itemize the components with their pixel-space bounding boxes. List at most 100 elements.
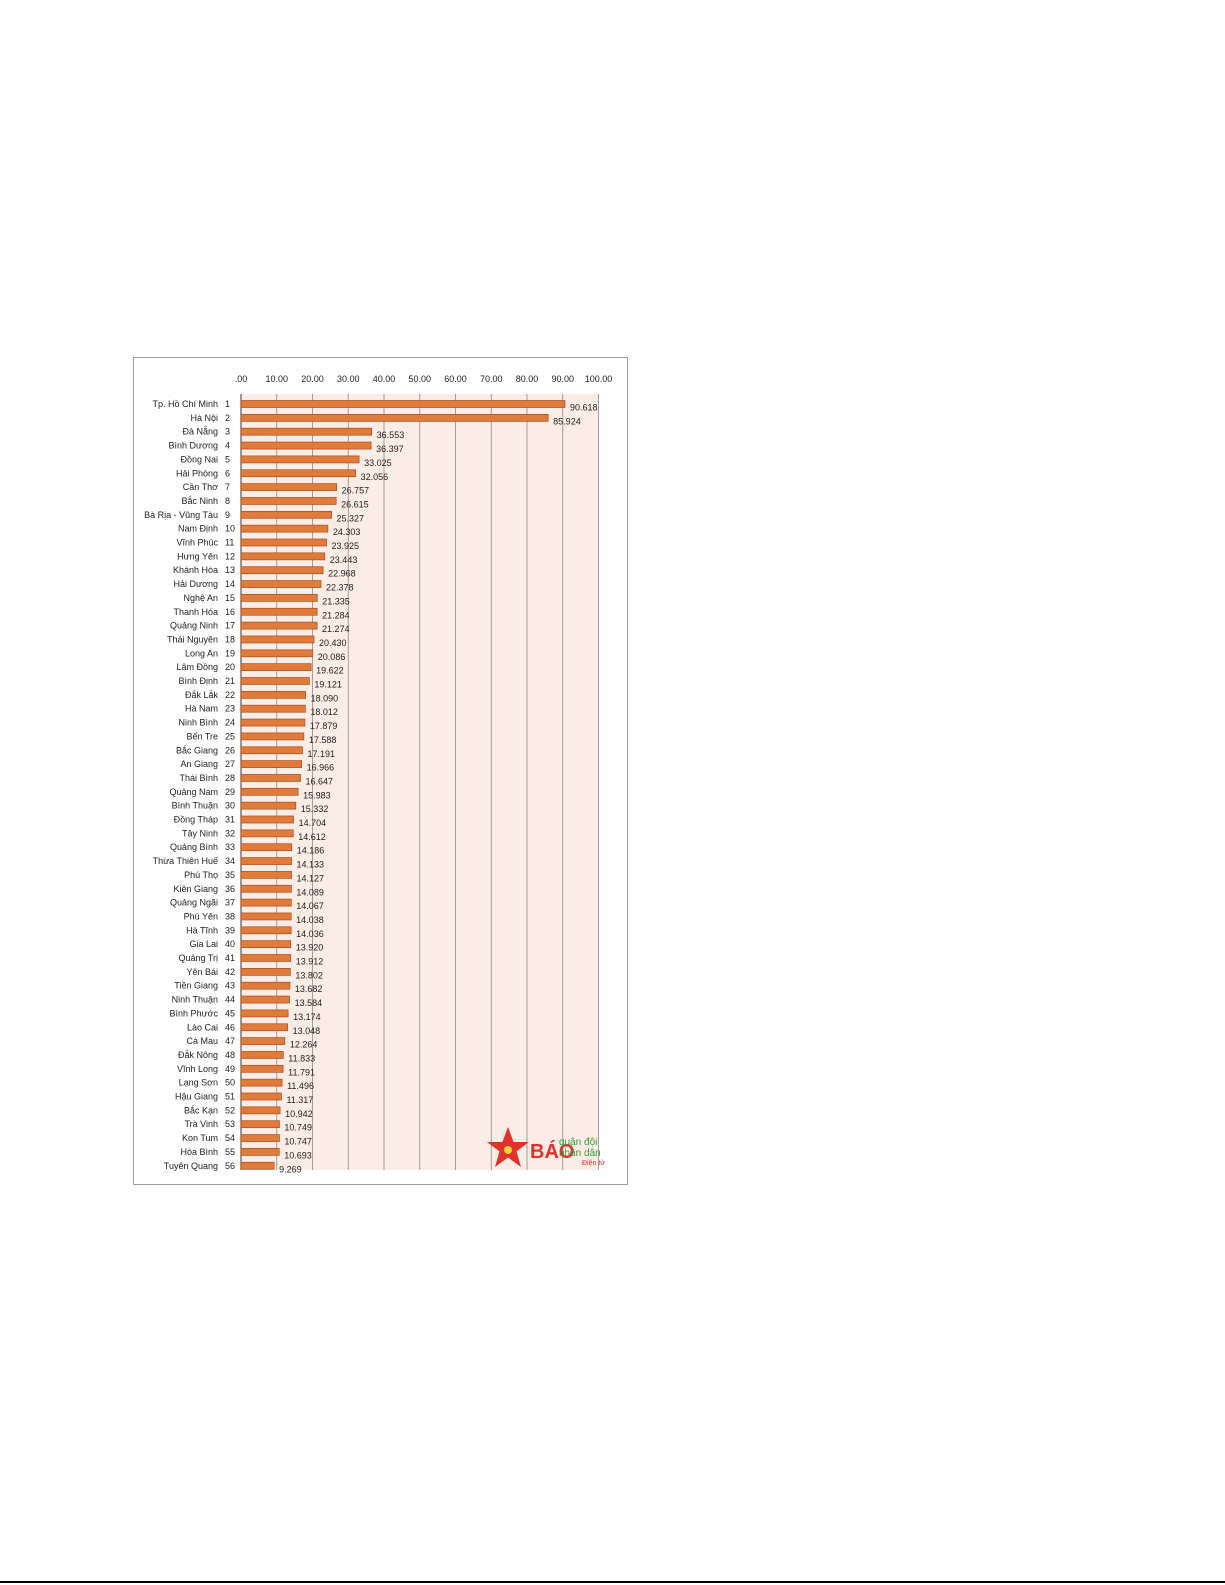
rank-label: 5 [225, 454, 230, 464]
bar [240, 1051, 284, 1059]
rank-label: 1 [225, 399, 230, 409]
bar-value-label: 10.747 [284, 1137, 312, 1147]
x-tick-label: .00 [235, 374, 248, 384]
rank-label: 6 [225, 468, 230, 478]
bar-value-label: 17.191 [307, 749, 335, 759]
category-label: Khánh Hòa [173, 565, 218, 575]
bar-value-label: 21.274 [322, 624, 350, 634]
category-label: Yên Bái [186, 967, 218, 977]
bar-value-label: 14.089 [296, 887, 324, 897]
category-label: Bình Định [178, 676, 218, 686]
bar [240, 898, 292, 907]
bar-value-label: 19.121 [314, 680, 342, 690]
category-label: Tp. Hồ Chí Minh [152, 399, 218, 409]
bar-value-label: 32.056 [361, 472, 389, 482]
bar-value-label: 16.966 [307, 763, 335, 773]
category-label: Quảng Nam [169, 787, 218, 797]
category-label: Cà Mau [186, 1036, 218, 1046]
category-label: Bình Thuận [172, 801, 218, 811]
category-label: Kon Tum [182, 1133, 218, 1143]
bar [240, 884, 292, 893]
chart-frame: .00 10.00 20.00 30.00 40.00 50.00 60.00 70.00 80… [133, 357, 628, 1185]
rank-label: 47 [225, 1036, 235, 1046]
bar [240, 954, 292, 962]
bar-value-label: 14.127 [297, 873, 325, 883]
rank-label: 32 [225, 828, 235, 838]
category-label: Thừa Thiên Huế [153, 856, 218, 866]
bar [240, 649, 314, 658]
bar [240, 1161, 275, 1170]
bar [240, 981, 291, 990]
bar [240, 635, 315, 644]
category-label: Tây Ninh [182, 828, 218, 838]
rank-label: 26 [225, 745, 235, 755]
category-label: Quảng Bình [170, 842, 218, 852]
bar-value-label: 25.327 [337, 513, 365, 523]
bar [240, 621, 318, 630]
category-label: Hà Tĩnh [186, 925, 218, 935]
bar [240, 995, 290, 1004]
rank-label: 10 [225, 524, 235, 534]
category-label: Cần Thơ [183, 482, 218, 492]
bar [240, 1009, 289, 1018]
rank-label: 50 [225, 1078, 235, 1088]
bar [240, 677, 310, 685]
bar [240, 871, 292, 879]
rank-label: 45 [225, 1008, 235, 1018]
category-label: Hải Dương [174, 579, 218, 589]
rank-label: 41 [225, 953, 235, 963]
category-label: Lạng Sơn [179, 1078, 218, 1088]
category-label: Ninh Thuận [172, 995, 218, 1005]
category-label: Hòa Bình [180, 1147, 218, 1157]
bar [240, 538, 327, 547]
grid-lines [240, 394, 599, 1170]
rank-label: 34 [225, 856, 235, 866]
bar [240, 427, 373, 436]
rank-label: 12 [225, 551, 235, 561]
bar-value-label: 85.924 [553, 416, 581, 426]
rank-label: 11 [225, 538, 234, 548]
rank-label: 43 [225, 981, 235, 991]
logo-line3: Điện tử [582, 1159, 605, 1167]
bar-value-label: 13.920 [296, 943, 324, 953]
bar-value-label: 13.682 [295, 984, 323, 994]
bar-value-label: 19.622 [316, 666, 344, 676]
bar [240, 1120, 280, 1129]
bar-value-label: 13.584 [295, 998, 323, 1008]
category-label: Bắc Kạn [184, 1105, 218, 1115]
rank-label: 36 [225, 884, 235, 894]
bar [240, 787, 299, 796]
bar [240, 691, 307, 699]
rank-label: 38 [225, 911, 235, 921]
rank-label: 18 [225, 634, 235, 644]
bar [240, 912, 292, 921]
bar-value-label: 17.588 [309, 735, 337, 745]
rank-label: 14 [225, 579, 235, 589]
category-label: Đồng Tháp [174, 815, 218, 825]
bar-value-label: 18.012 [310, 707, 338, 717]
category-label: Kiên Giang [173, 884, 218, 894]
bar [240, 926, 292, 935]
bar [240, 524, 329, 533]
rank-label: 20 [225, 662, 235, 672]
bar-value-label: 21.335 [322, 596, 350, 606]
rank-label: 9 [225, 510, 230, 520]
category-label: Phú Thọ [184, 870, 218, 880]
newspaper-logo: BÁO quân đội nhân dân Điện tử [487, 1127, 605, 1167]
emblem-icon [504, 1146, 512, 1154]
bar-value-label: 17.879 [310, 721, 338, 731]
bar [240, 566, 324, 575]
bar-value-label: 26.615 [341, 499, 369, 509]
rank-label: 46 [225, 1022, 235, 1032]
bar [240, 663, 312, 671]
bar-value-label: 21.284 [322, 610, 350, 620]
rank-label: 40 [225, 939, 235, 949]
x-tick-label: 90.00 [551, 374, 574, 384]
bar-value-label: 20.086 [318, 652, 346, 662]
rank-label: 7 [225, 482, 230, 492]
bar-value-label: 36.553 [377, 430, 405, 440]
bar-value-label: 11.496 [287, 1081, 314, 1091]
category-label: Hải Phòng [176, 468, 218, 478]
rank-label: 29 [225, 787, 235, 797]
bar-value-label: 14.067 [296, 901, 324, 911]
